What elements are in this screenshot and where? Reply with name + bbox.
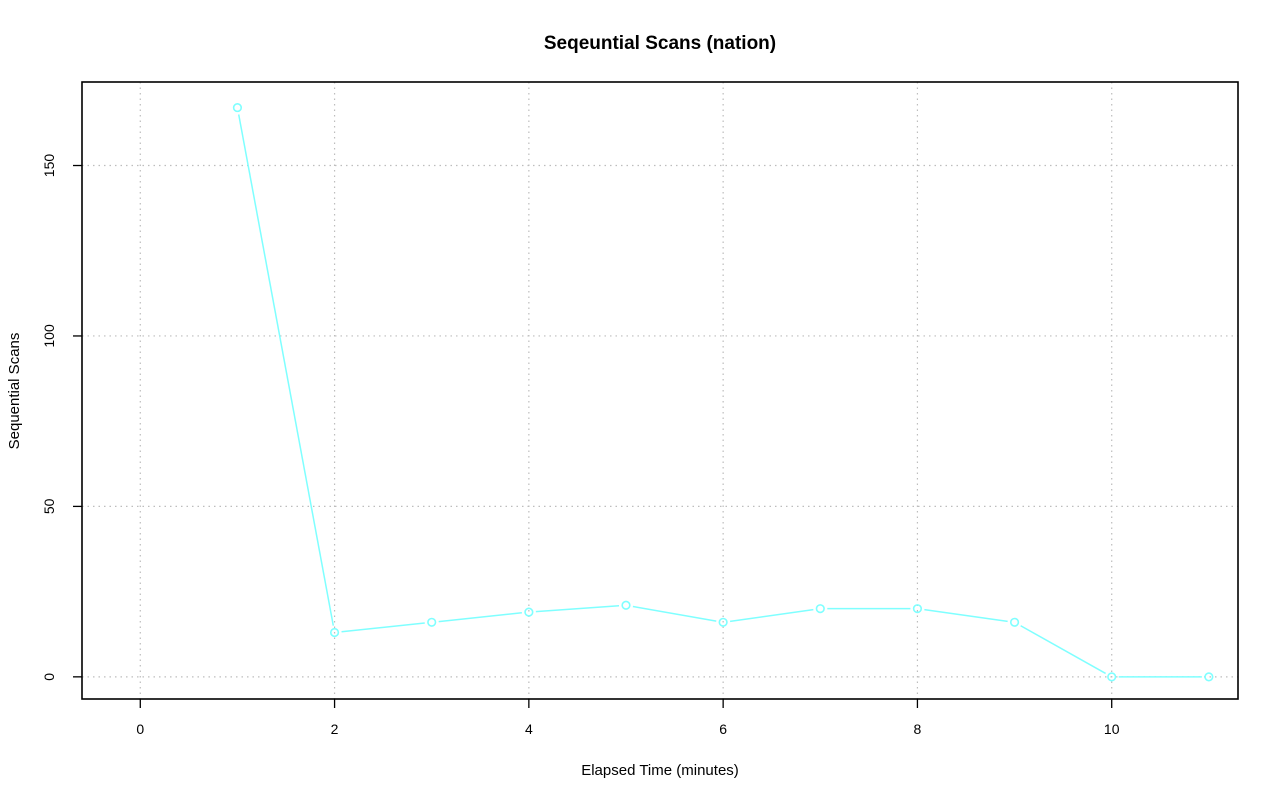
grid-lines bbox=[82, 82, 1238, 699]
x-axis: 0 2 4 6 8 10 bbox=[136, 698, 1120, 737]
y-tick-label: 100 bbox=[41, 324, 57, 348]
series-line-segment bbox=[237, 114, 335, 626]
y-tick-label: 150 bbox=[41, 154, 57, 178]
data-point bbox=[1204, 672, 1214, 682]
data-point bbox=[912, 604, 923, 614]
x-axis-label: Elapsed Time (minutes) bbox=[581, 762, 739, 779]
x-tick-label: 6 bbox=[719, 721, 727, 737]
series-line-segment bbox=[924, 608, 1008, 623]
series-line-segment bbox=[535, 604, 620, 613]
data-point bbox=[815, 604, 825, 614]
x-tick-label: 2 bbox=[331, 721, 339, 737]
y-tick-label: 50 bbox=[41, 498, 57, 514]
y-tick-label: 0 bbox=[41, 673, 57, 681]
x-tick-label: 8 bbox=[914, 721, 922, 737]
data-point bbox=[524, 607, 534, 617]
data-point bbox=[1107, 672, 1117, 682]
y-axis-label: Sequential Scans bbox=[6, 333, 23, 450]
series-line-segment bbox=[341, 622, 425, 633]
series-line-segment bbox=[1020, 625, 1106, 675]
data-point bbox=[718, 617, 728, 627]
data-point bbox=[329, 627, 340, 638]
x-tick-label: 0 bbox=[136, 721, 144, 737]
plot-frame bbox=[81, 81, 1239, 700]
chart-title: Seqeuntial Scans (nation) bbox=[544, 33, 776, 54]
data-point bbox=[427, 617, 437, 627]
y-axis: 0 50 100 150 bbox=[41, 154, 82, 681]
x-tick-label: 4 bbox=[525, 721, 533, 737]
data-point bbox=[621, 600, 631, 610]
data-point bbox=[1009, 617, 1020, 627]
series-group bbox=[232, 102, 1214, 682]
series-line-segment bbox=[438, 612, 522, 623]
series-line-segment bbox=[632, 605, 717, 622]
x-tick-label: 10 bbox=[1104, 721, 1120, 737]
data-point bbox=[232, 102, 243, 113]
series-line-segment bbox=[729, 608, 814, 623]
